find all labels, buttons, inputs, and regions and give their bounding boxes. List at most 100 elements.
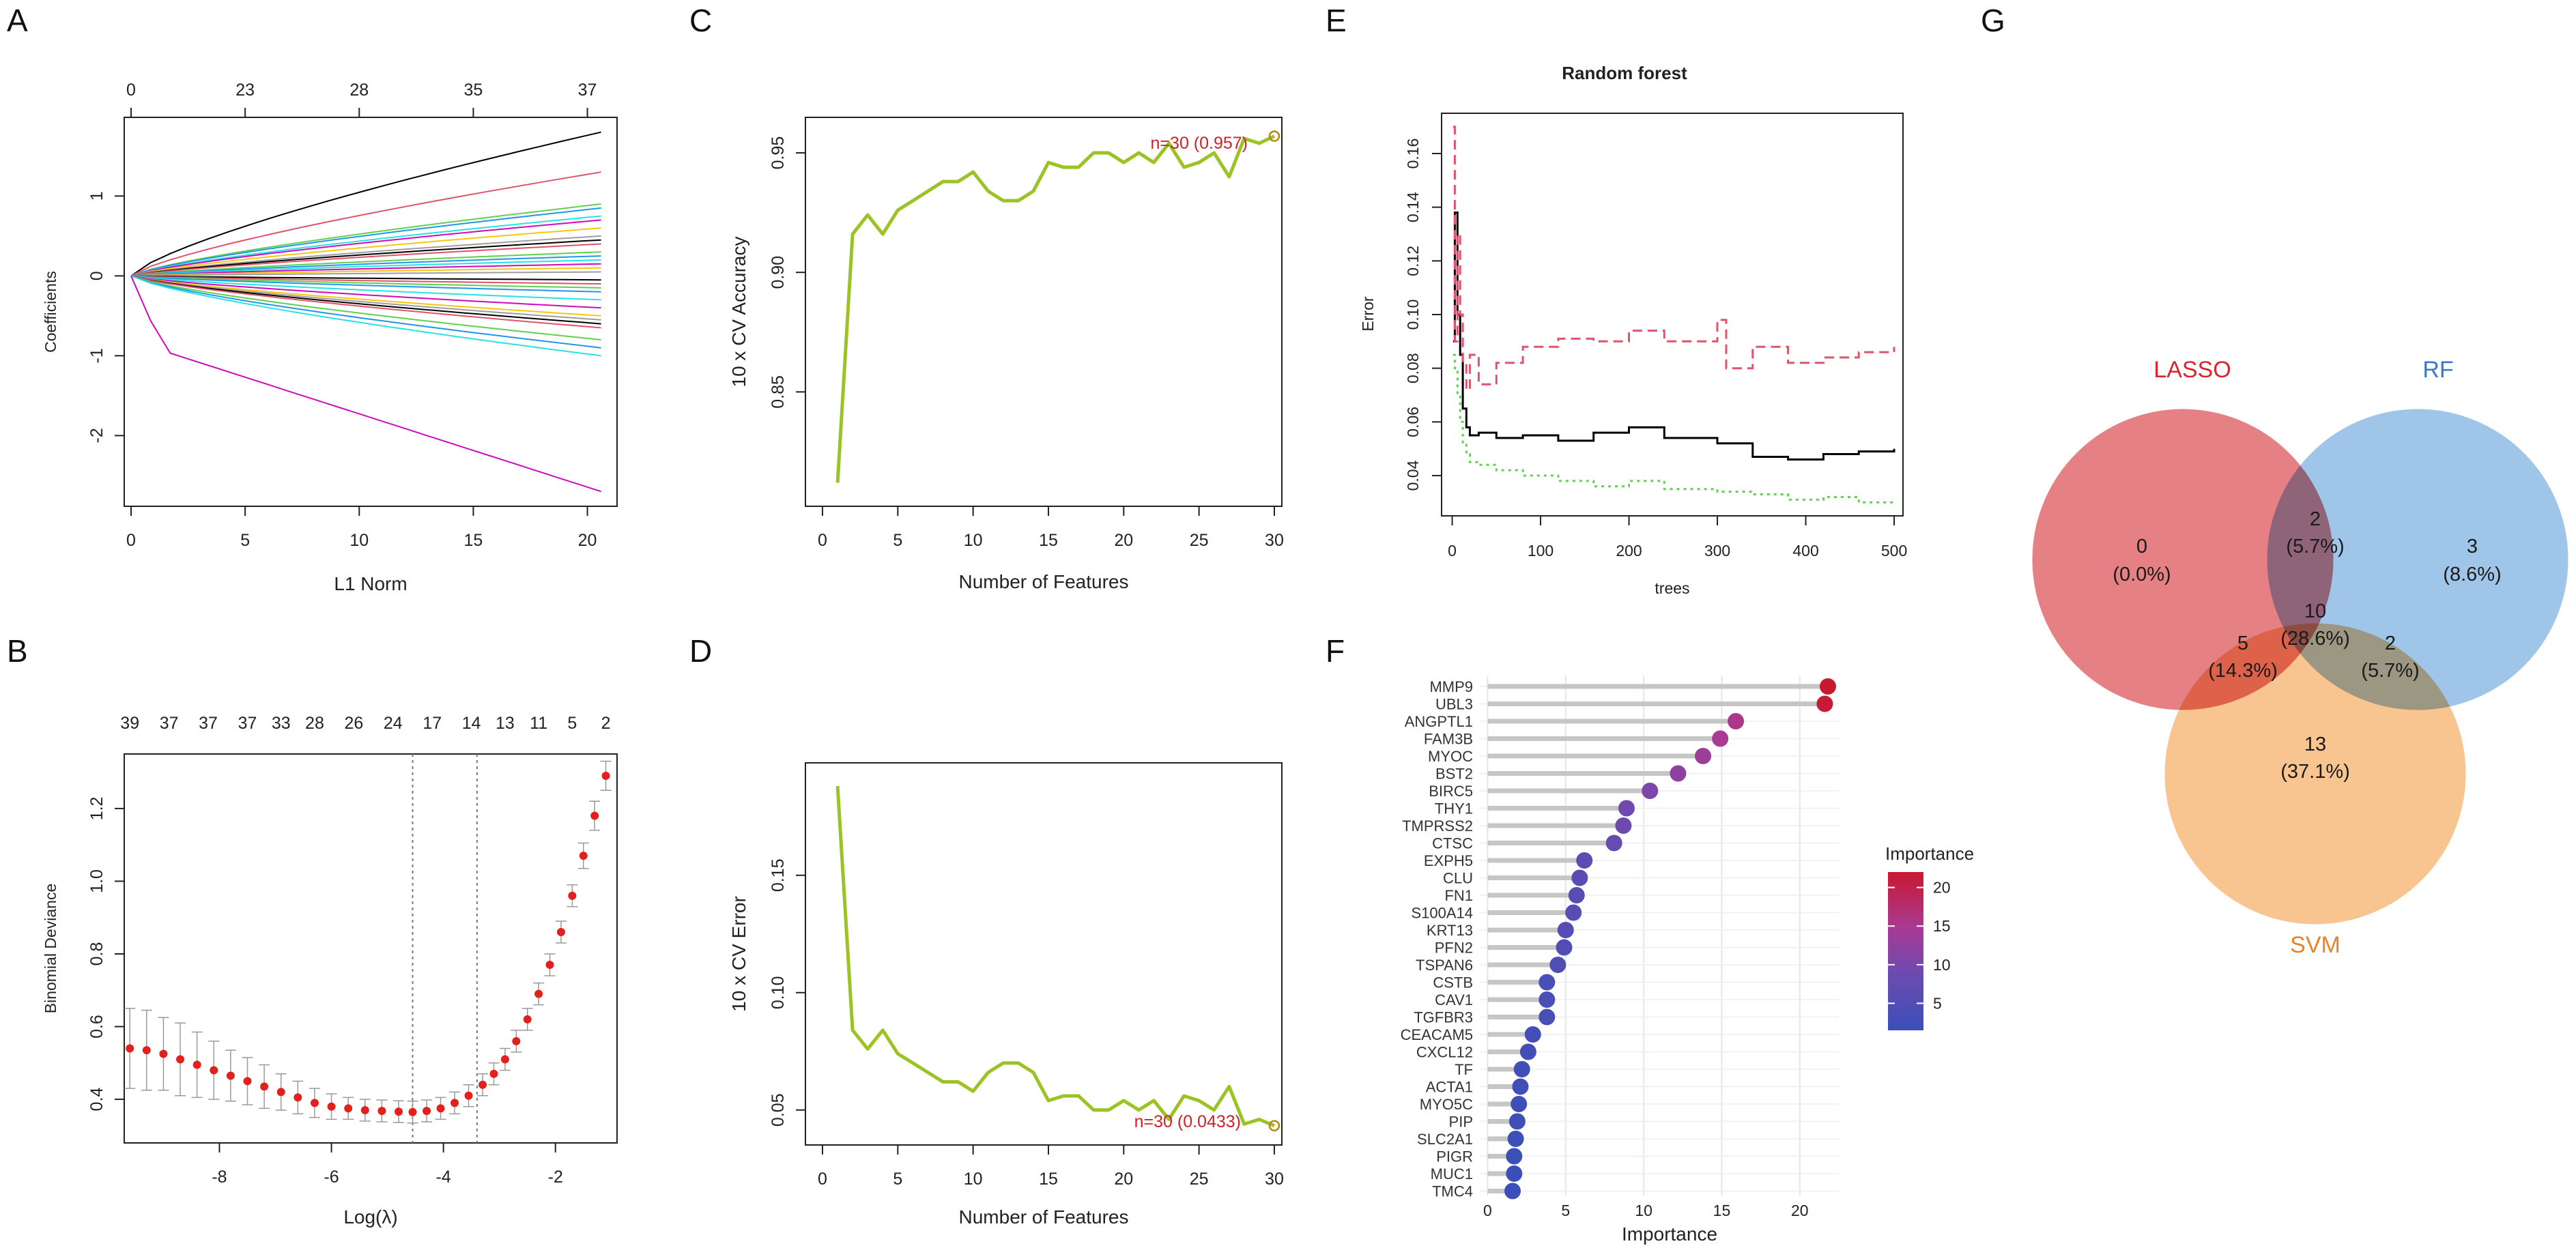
- panel-a-xtick-label-1: 5: [240, 531, 250, 550]
- panel-e-ytick-label-2: 0.08: [1404, 353, 1422, 383]
- panel-f-gene-label-10: EXPH5: [1424, 852, 1473, 869]
- panel-letter-d: D: [689, 633, 712, 669]
- panel-b-point-10: [294, 1093, 302, 1102]
- panel-b-point-11: [310, 1099, 319, 1107]
- panel-d-xtick-label-3: 15: [1039, 1170, 1058, 1189]
- panel-b-frame: [124, 753, 618, 1144]
- panel-a-coef-path-19: [130, 275, 601, 293]
- panel-a-toptick-label-2: 28: [349, 81, 369, 100]
- panel-e-ytick-label-4: 0.12: [1404, 246, 1422, 276]
- panel-f-colorbar: [1888, 872, 1923, 1030]
- panel-a-coef-path-21: [130, 275, 601, 309]
- venn-region-all-pct: (28.6%): [2280, 628, 2350, 650]
- venn-region-lasso-rf-pct: (5.7%): [2286, 536, 2344, 557]
- panel-f-dot-15: [1556, 939, 1573, 956]
- panel-f-dot-18: [1539, 991, 1556, 1008]
- panel-e-xtick-label-0: 0: [1448, 542, 1457, 560]
- panel-letter-a: A: [7, 3, 28, 38]
- panel-c-xtick-label-5: 25: [1190, 531, 1209, 550]
- venn-region-lasso-rf-count: 2: [2310, 508, 2321, 530]
- panel-b-xtick-label-2: -4: [436, 1167, 451, 1187]
- venn-region-rf-pct: (8.6%): [2443, 564, 2501, 585]
- panel-e-title: Random forest: [1562, 63, 1687, 83]
- panel-d-annotation: n=30 (0.0433): [1134, 1112, 1241, 1131]
- panel-d-xtick-label-6: 30: [1265, 1170, 1284, 1189]
- panel-c-ylabel: 10 x CV Accuracy: [728, 237, 749, 388]
- panel-f-dot-12: [1568, 887, 1585, 903]
- panel-b-point-13: [344, 1104, 353, 1113]
- panel-f-gene-label-0: MMP9: [1429, 678, 1473, 695]
- panel-f-gene-label-3: FAM3B: [1424, 731, 1473, 748]
- venn-label-rf: RF: [2422, 357, 2453, 383]
- panel-f-dot-23: [1512, 1078, 1529, 1095]
- panel-a-coef-path-5: [130, 219, 601, 277]
- panel-b-point-25: [512, 1036, 521, 1045]
- panel-b-toptick-label-5: 28: [305, 714, 324, 733]
- venn-region-all-count: 10: [2304, 600, 2326, 622]
- panel-b-toptick-label-13: 2: [601, 714, 611, 733]
- panel-b-point-2: [159, 1049, 168, 1058]
- venn-region-rf-svm-count: 2: [2385, 633, 2396, 654]
- panel-f-gene-label-9: CTSC: [1432, 835, 1473, 852]
- venn-circle-svm: [2162, 621, 2468, 927]
- panel-f-xlabel: Importance: [1622, 1223, 1717, 1245]
- panel-b-point-17: [408, 1107, 417, 1116]
- panel-f-dot-25: [1508, 1113, 1526, 1130]
- panel-d-ytick-label-0: 0.05: [769, 1093, 788, 1127]
- panel-f-dot-3: [1712, 730, 1729, 747]
- panel-a-coef-path-25: [130, 275, 601, 329]
- venn-region-lasso-svm-pct: (14.3%): [2208, 660, 2278, 682]
- panel-a-series: [130, 131, 601, 493]
- panel-f-xtick-label-4: 20: [1791, 1202, 1809, 1219]
- panel-f-legend-label-3: 20: [1933, 879, 1951, 897]
- panel-g: LASSO RF SVM 0 (0.0%) 2 (5.7%) 3 (8.6%) …: [2030, 357, 2571, 958]
- panel-f-dot-5: [1670, 765, 1687, 782]
- panel-b-point-27: [534, 989, 543, 998]
- panel-b-toptick-label-11: 11: [530, 714, 547, 733]
- panel-f-gene-label-1: UBL3: [1435, 696, 1473, 713]
- panel-b-point-31: [579, 852, 588, 860]
- panel-f-dot-17: [1539, 974, 1556, 991]
- panel-b: -8 -6 -4 -2 0.4 0.6 0.8 1.0 1.2 39 37 37 37 33 28 26 24 1…: [42, 714, 618, 1228]
- panel-a-coef-path-7: [130, 235, 601, 277]
- panel-c-frame: [805, 117, 1283, 507]
- panel-f-gene-label-28: MUC1: [1431, 1165, 1473, 1182]
- panel-e-ytick-label-5: 0.14: [1404, 192, 1422, 222]
- panel-a-ytick-label-1: -1: [87, 348, 106, 363]
- venn-label-svm: SVM: [2290, 932, 2341, 958]
- panel-b-point-8: [260, 1082, 269, 1091]
- panel-b-axes: -8 -6 -4 -2 0.4 0.6 0.8 1.0 1.2 39 37 37 37 33 28 26 24 1…: [87, 714, 611, 1187]
- panel-a-coef-path-14: [130, 267, 601, 277]
- panel-b-point-32: [590, 811, 599, 820]
- panel-b-point-4: [192, 1060, 201, 1069]
- panel-a-coef-path-6: [130, 227, 601, 277]
- panel-f-gene-label-14: KRT13: [1427, 922, 1473, 939]
- panel-d-cv-line: [835, 785, 1275, 1128]
- panel-f-xtick-label-3: 15: [1713, 1202, 1731, 1219]
- panel-e-series-0: [1452, 212, 1895, 461]
- panel-b-toptick-label-6: 26: [344, 714, 363, 733]
- panel-b-point-21: [464, 1091, 473, 1100]
- panel-f-xtick-label-0: 0: [1483, 1202, 1492, 1219]
- panel-e-axes: 0 100 200 300 400 500 0.04 0.06 0.08 0.10 0.12 0.14…: [1404, 139, 1907, 560]
- panel-d-ytick-label-2: 0.15: [769, 858, 788, 892]
- panel-f-gene-label-25: PIP: [1449, 1114, 1473, 1131]
- panel-f-gene-label-20: CEACAM5: [1401, 1026, 1473, 1043]
- panel-c-plot: [835, 130, 1280, 483]
- panel-b-point-6: [226, 1071, 235, 1080]
- panel-b-ytick-label-2: 0.8: [87, 942, 106, 966]
- panel-c-ytick-label-0: 0.85: [769, 375, 788, 409]
- panel-f-dot-13: [1565, 904, 1582, 921]
- panel-f-gene-label-2: ANGPTL1: [1405, 713, 1473, 730]
- panel-f-legend-title: Importance: [1885, 843, 1974, 864]
- venn-region-rf-count: 3: [2467, 536, 2478, 557]
- panel-b-toptick-label-1: 37: [160, 714, 179, 733]
- panel-d-frame: [805, 762, 1283, 1146]
- panel-a-toptick-label-0: 0: [126, 81, 136, 100]
- venn-label-lasso: LASSO: [2153, 357, 2231, 383]
- panel-f-gene-label-24: MYO5C: [1420, 1096, 1473, 1113]
- panel-f-dot-9: [1605, 835, 1622, 852]
- panel-f-dot-24: [1511, 1096, 1528, 1112]
